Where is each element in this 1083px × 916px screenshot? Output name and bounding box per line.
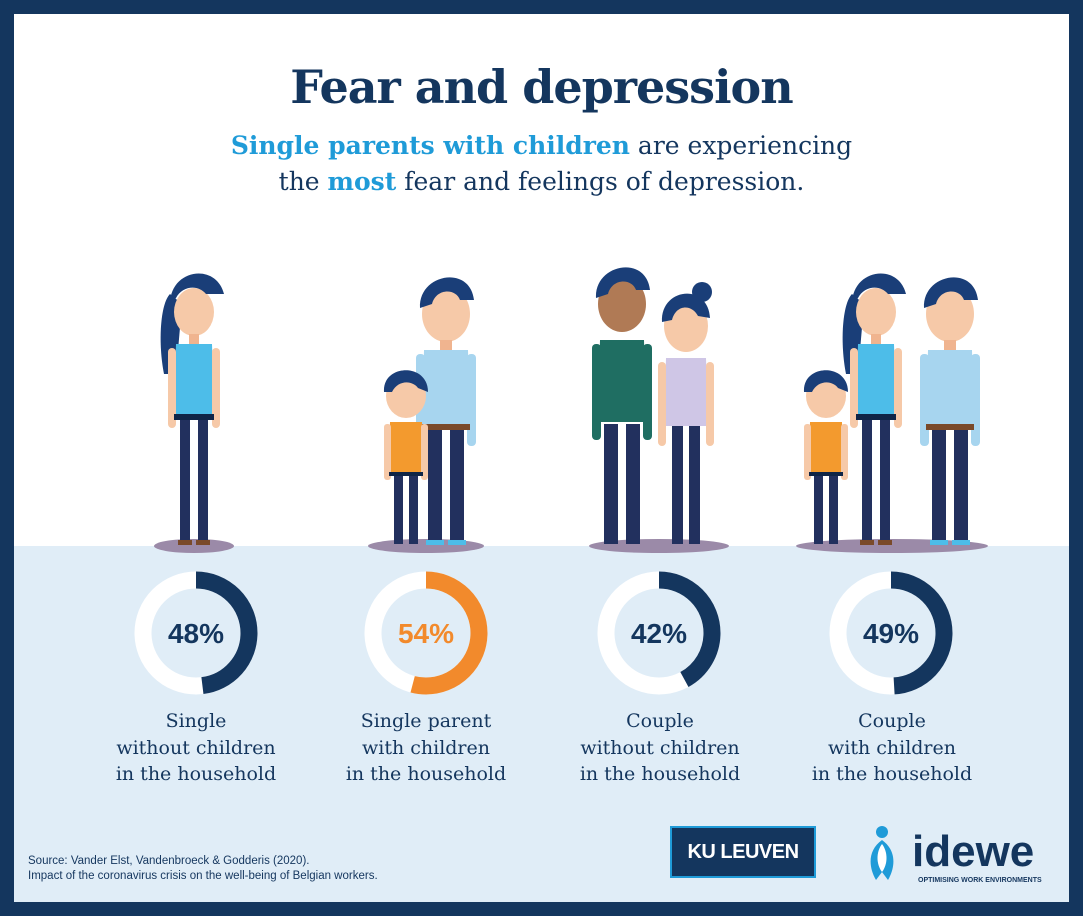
source-line-2: Impact of the coronavirus crisis on the … xyxy=(28,870,378,882)
category-label-line: Couple xyxy=(626,710,694,732)
source-note: Source: Vander Elst, Vandenbroeck & Godd… xyxy=(28,854,378,884)
idewe-logo-text: idewe xyxy=(912,827,1034,876)
donut-group: 54% xyxy=(364,571,488,695)
page-title: Fear and depression xyxy=(290,60,793,114)
subtitle-text: the xyxy=(278,167,328,196)
category-label-line: Single parent xyxy=(360,710,492,732)
idewe-person-icon xyxy=(870,826,894,880)
idewe-tagline: OPTIMISING WORK ENVIRONMENTS xyxy=(918,877,1042,884)
donut-value-arc xyxy=(364,571,488,695)
category-label-single: Single without children in the household xyxy=(86,708,306,788)
figure-couple xyxy=(589,267,729,553)
subtitle-highlight: Single parents with children xyxy=(230,131,630,160)
subtitle-text: are experiencing xyxy=(629,131,853,160)
category-label-couple: Couple without children in the household xyxy=(550,708,770,788)
donut-chart: 48% 54% 42% 49% xyxy=(134,571,953,695)
donut-value-arc xyxy=(134,571,258,695)
donut-value-label: 49% xyxy=(863,618,919,649)
subtitle-text: fear and feelings of depression. xyxy=(396,167,805,196)
category-label-line: with children xyxy=(361,736,490,759)
ku-leuven-logo: KU LEUVEN xyxy=(670,826,816,878)
donut-group: 49% xyxy=(829,571,953,695)
donut-group: 42% xyxy=(597,571,721,695)
ku-leuven-logo-text: KU LEUVEN xyxy=(687,840,799,863)
donut-value-label: 42% xyxy=(631,618,687,649)
category-label-line: in the household xyxy=(345,763,507,785)
subtitle-highlight-most: most xyxy=(327,167,397,196)
subtitle-line-2: the most fear and feelings of depression… xyxy=(14,164,1069,200)
donut-value-arc xyxy=(829,571,953,695)
figure-single-parent xyxy=(368,277,484,553)
figure-single-woman xyxy=(154,273,234,553)
bottom-band xyxy=(14,546,1069,902)
figure-couple-with-child xyxy=(796,273,988,553)
people-illustration xyxy=(154,267,988,553)
donut-value-label: 54% xyxy=(398,618,454,649)
category-label-line: without children xyxy=(580,736,740,759)
category-label-couple-with-children: Couple with children in the household xyxy=(782,708,1002,788)
category-label-line: Couple xyxy=(858,710,926,732)
category-label-single-parent: Single parent with children in the house… xyxy=(316,708,536,788)
page-subtitle: Single parents with children are experie… xyxy=(14,128,1069,200)
category-label-line: with children xyxy=(827,736,956,759)
category-label-line: in the household xyxy=(579,763,741,785)
category-label-line: without children xyxy=(116,736,276,759)
donut-value-label: 48% xyxy=(168,618,224,649)
subtitle-line-1: Single parents with children are experie… xyxy=(14,128,1069,164)
source-line-1: Source: Vander Elst, Vandenbroeck & Godd… xyxy=(28,855,310,867)
category-label-line: in the household xyxy=(811,763,973,785)
idewe-logo: idewe OPTIMISING WORK ENVIRONMENTS xyxy=(870,826,1042,884)
donut-group: 48% xyxy=(134,571,258,695)
category-label-line: in the household xyxy=(115,763,277,785)
donut-value-arc xyxy=(597,571,721,695)
category-label-line: Single xyxy=(165,710,227,732)
